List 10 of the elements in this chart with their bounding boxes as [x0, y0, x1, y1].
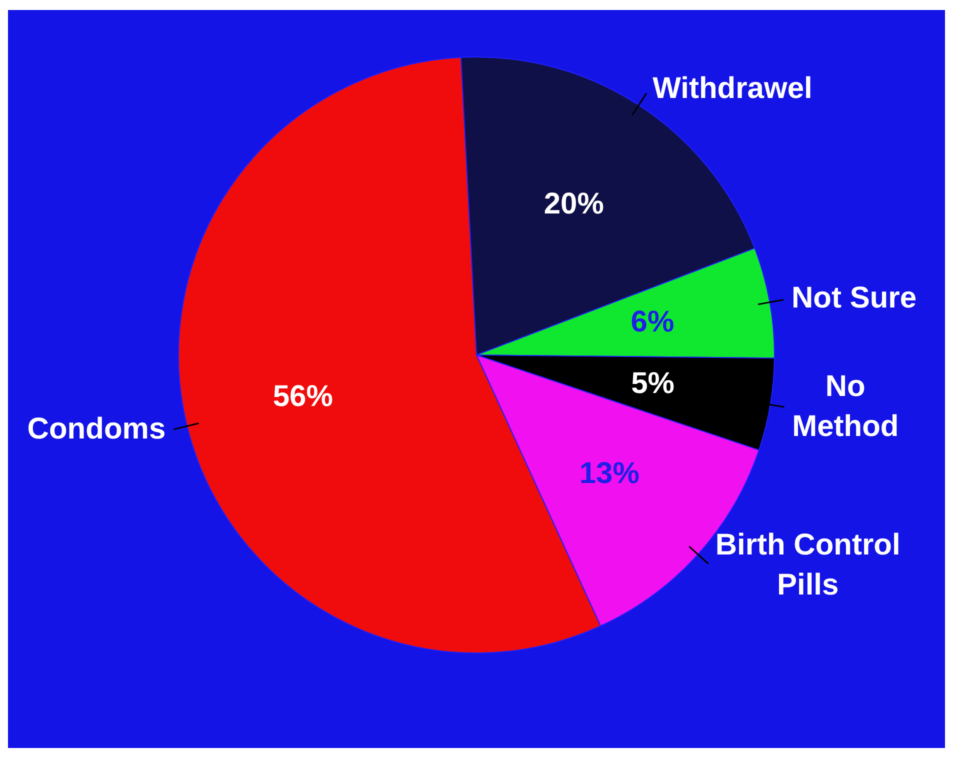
data-label: 56%	[272, 380, 333, 413]
slice-label: Not Sure	[792, 281, 917, 314]
slice-label: No Method	[792, 370, 899, 443]
slice-label: Birth Control Pills	[715, 528, 900, 602]
slice-label: Condoms	[27, 412, 166, 446]
data-label: 20%	[544, 187, 604, 220]
slice-label: Withdrawel	[652, 72, 812, 106]
data-label: 6%	[630, 306, 674, 339]
data-label: 13%	[579, 456, 640, 490]
data-label: 5%	[631, 367, 674, 400]
